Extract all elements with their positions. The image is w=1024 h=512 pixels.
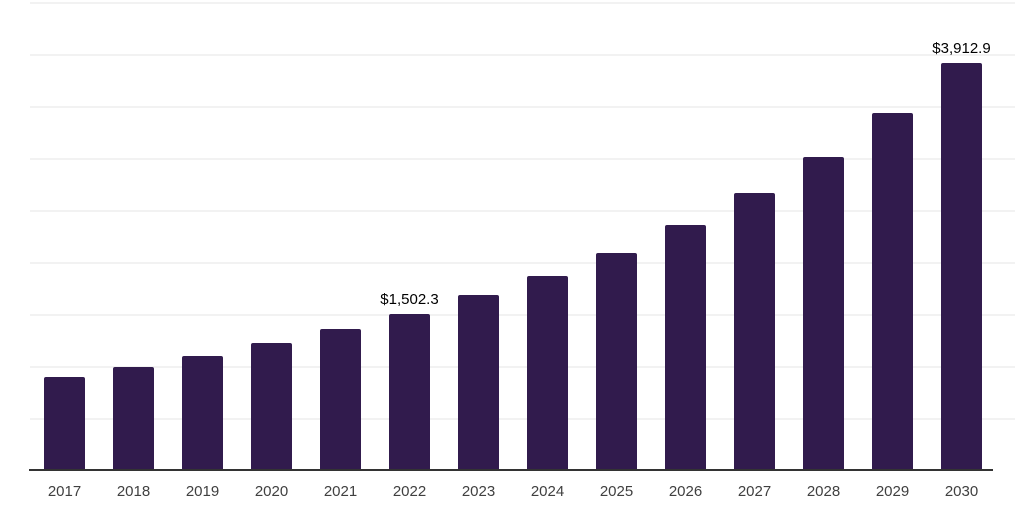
bar-2027 bbox=[734, 193, 775, 470]
bar-2029 bbox=[872, 113, 913, 470]
bar-2026 bbox=[665, 225, 706, 470]
y-gridline bbox=[30, 2, 1015, 4]
x-tick-label-2030: 2030 bbox=[944, 483, 979, 500]
bar-2020 bbox=[251, 343, 292, 470]
x-tick-label-2019: 2019 bbox=[185, 483, 220, 500]
x-tick-label-2028: 2028 bbox=[806, 483, 841, 500]
x-tick-label-2026: 2026 bbox=[668, 483, 703, 500]
y-gridline bbox=[30, 262, 1015, 264]
x-tick-label-2022: 2022 bbox=[392, 483, 427, 500]
data-label-2030: $3,912.9 bbox=[932, 40, 991, 57]
y-gridline bbox=[30, 158, 1015, 160]
data-label-2022: $1,502.3 bbox=[380, 291, 439, 308]
y-gridline bbox=[30, 366, 1015, 368]
y-gridline bbox=[30, 314, 1015, 316]
bar-2017 bbox=[44, 377, 85, 470]
x-tick-label-2018: 2018 bbox=[116, 483, 151, 500]
bar-2018 bbox=[113, 367, 154, 470]
bar-2028 bbox=[803, 157, 844, 470]
y-gridline bbox=[30, 54, 1015, 56]
x-tick-label-2025: 2025 bbox=[599, 483, 634, 500]
x-tick-label-2029: 2029 bbox=[875, 483, 910, 500]
bar-2025 bbox=[596, 253, 637, 470]
x-tick-label-2017: 2017 bbox=[47, 483, 82, 500]
x-tick-label-2020: 2020 bbox=[254, 483, 289, 500]
bar-2030 bbox=[941, 63, 982, 470]
bar-2023 bbox=[458, 295, 499, 470]
y-gridline bbox=[30, 106, 1015, 108]
x-tick-label-2021: 2021 bbox=[323, 483, 358, 500]
x-axis-line bbox=[29, 469, 993, 471]
bar-2019 bbox=[182, 356, 223, 470]
x-tick-label-2024: 2024 bbox=[530, 483, 565, 500]
x-tick-label-2023: 2023 bbox=[461, 483, 496, 500]
y-gridline bbox=[30, 210, 1015, 212]
bar-2021 bbox=[320, 329, 361, 470]
bar-2022 bbox=[389, 314, 430, 470]
bar-2024 bbox=[527, 276, 568, 470]
y-gridline bbox=[30, 418, 1015, 420]
x-tick-label-2027: 2027 bbox=[737, 483, 772, 500]
